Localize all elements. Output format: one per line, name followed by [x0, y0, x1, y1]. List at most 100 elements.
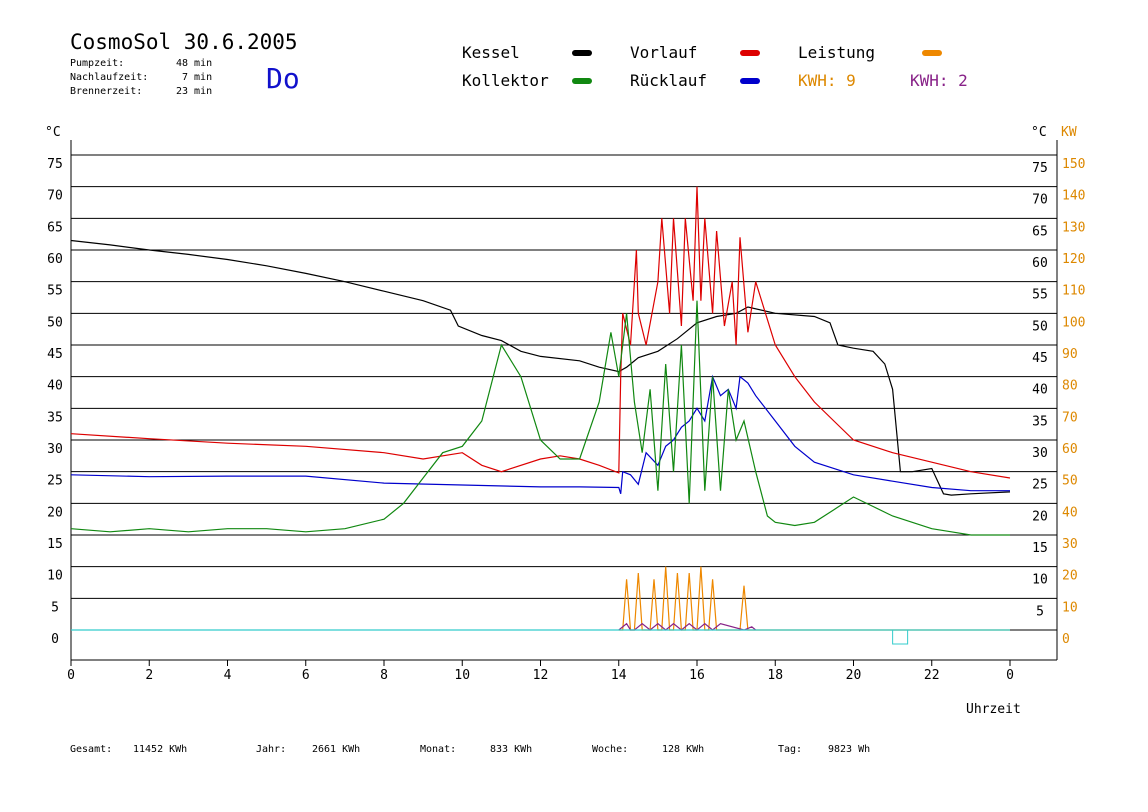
x-tick-label-11: 22	[924, 668, 940, 683]
y-right-temp-label-20: 20	[1032, 509, 1048, 524]
footer-monat-label: Monat:	[420, 744, 457, 755]
x-tick-label-6: 12	[533, 668, 549, 683]
legend-leistung-swatch	[922, 50, 942, 56]
legend-vorlauf-swatch	[740, 50, 760, 56]
y-right-temp-label-75: 75	[1032, 161, 1048, 176]
info-brennerzeit-label: Brennerzeit:	[70, 86, 143, 97]
y-right-power-label-20: 20	[1062, 569, 1078, 584]
y-right-temp-unit: °C	[1031, 125, 1047, 140]
y-right-power-label-70: 70	[1062, 410, 1078, 425]
y-left-unit: °C	[45, 125, 61, 140]
y-right-power-label-90: 90	[1062, 347, 1078, 362]
y-left-tick-label-15: 15	[47, 537, 63, 552]
y-right-power-label-10: 10	[1062, 600, 1078, 615]
x-tick-label-2: 4	[224, 668, 232, 683]
y-right-power-label-150: 150	[1062, 157, 1085, 172]
footer-gesamt-value: 11452 KWh	[133, 744, 188, 755]
y-left-tick-label-75: 75	[47, 157, 63, 172]
x-axis-label: Uhrzeit	[966, 702, 1021, 717]
y-right-temp-label-70: 70	[1032, 193, 1048, 208]
y-right-power-label-40: 40	[1062, 505, 1078, 520]
y-left-tick-label-70: 70	[47, 189, 63, 204]
y-left-tick-label-5: 5	[51, 600, 59, 615]
legend-kessel-swatch	[572, 50, 592, 56]
y-right-power-label-130: 130	[1062, 220, 1085, 235]
y-right-temp-label-55: 55	[1032, 288, 1048, 303]
y-left-tick-label-0: 0	[51, 632, 59, 647]
y-right-temp-label-65: 65	[1032, 224, 1048, 239]
x-tick-label-4: 8	[380, 668, 388, 683]
y-right-temp-label-50: 50	[1032, 319, 1048, 334]
x-tick-label-3: 6	[302, 668, 310, 683]
y-right-power-label-140: 140	[1062, 189, 1085, 204]
legend-kwh1: KWH: 9	[798, 71, 856, 90]
x-tick-label-5: 10	[454, 668, 470, 683]
y-left-tick-label-60: 60	[47, 252, 63, 267]
x-tick-label-12: 0	[1006, 668, 1014, 683]
y-right-temp-label-30: 30	[1032, 446, 1048, 461]
footer-gesamt-label: Gesamt:	[70, 744, 113, 755]
footer-tag-label: Tag:	[778, 744, 803, 755]
footer-monat-value: 833 KWh	[490, 744, 533, 755]
footer-jahr-value: 2661 KWh	[312, 744, 361, 755]
legend-kessel-label: Kessel	[462, 43, 520, 62]
footer-jahr-label: Jahr:	[256, 744, 287, 755]
legend-leistung-label: Leistung	[798, 43, 876, 62]
y-right-power-label-100: 100	[1062, 315, 1085, 330]
y-right-power-label-120: 120	[1062, 252, 1085, 267]
y-right-temp-label-5: 5	[1036, 604, 1044, 619]
legend-kwh2: KWH: 2	[910, 71, 968, 90]
legend-ruecklauf-label: Rücklauf	[630, 71, 708, 90]
legend-ruecklauf-swatch	[740, 78, 760, 84]
y-right-temp-label-35: 35	[1032, 414, 1048, 429]
info-nachlaufzeit-value: 7 min	[182, 72, 213, 83]
footer-tag-value: 9823 Wh	[828, 744, 871, 755]
y-right-power-label-50: 50	[1062, 474, 1078, 489]
info-brennerzeit-value: 23 min	[176, 86, 213, 97]
y-right-power-label-80: 80	[1062, 379, 1078, 394]
x-tick-label-1: 2	[145, 668, 153, 683]
x-tick-label-7: 14	[611, 668, 627, 683]
y-left-tick-label-25: 25	[47, 474, 63, 489]
y-right-temp-label-25: 25	[1032, 478, 1048, 493]
y-left-tick-label-30: 30	[47, 442, 63, 457]
y-left-tick-label-65: 65	[47, 220, 63, 235]
y-right-temp-label-60: 60	[1032, 256, 1048, 271]
info-pumpzeit-label: Pumpzeit:	[70, 58, 125, 69]
y-left-tick-label-35: 35	[47, 410, 63, 425]
y-right-power-label-0: 0	[1062, 632, 1070, 647]
series-line-5	[618, 622, 757, 631]
y-left-tick-label-55: 55	[47, 284, 63, 299]
time-marker	[892, 629, 909, 645]
y-left-tick-label-45: 45	[47, 347, 63, 362]
y-right-temp-label-10: 10	[1032, 573, 1048, 588]
y-right-temp-label-45: 45	[1032, 351, 1048, 366]
series-line-1	[70, 186, 1011, 479]
legend-vorlauf-label: Vorlauf	[630, 43, 698, 62]
legend-kollektor-swatch	[572, 78, 592, 84]
x-tick-label-0: 0	[67, 668, 75, 683]
weekday-label: Do	[266, 62, 300, 95]
series-line-3	[70, 300, 1010, 536]
info-pumpzeit-value: 48 min	[176, 58, 213, 69]
legend-kollektor-label: Kollektor	[462, 71, 549, 90]
y-right-power-label-30: 30	[1062, 537, 1078, 552]
series-line-2	[70, 374, 1010, 494]
y-right-temp-label-40: 40	[1032, 383, 1048, 398]
y-left-tick-label-40: 40	[47, 379, 63, 394]
y-left-tick-label-20: 20	[47, 505, 63, 520]
footer-woche-label: Woche:	[592, 744, 629, 755]
y-right-power-unit: KW	[1061, 125, 1077, 140]
y-left-tick-label-50: 50	[47, 315, 63, 330]
y-right-power-label-60: 60	[1062, 442, 1078, 457]
x-tick-label-8: 16	[689, 668, 705, 683]
y-left-tick-label-10: 10	[47, 569, 63, 584]
y-right-power-label-110: 110	[1062, 284, 1085, 299]
info-nachlaufzeit-label: Nachlaufzeit:	[70, 72, 149, 83]
x-tick-label-10: 20	[846, 668, 862, 683]
chart-title: CosmoSol 30.6.2005	[70, 30, 298, 54]
x-tick-label-9: 18	[767, 668, 783, 683]
footer-woche-value: 128 KWh	[662, 744, 705, 755]
series-line-0	[70, 239, 1011, 496]
